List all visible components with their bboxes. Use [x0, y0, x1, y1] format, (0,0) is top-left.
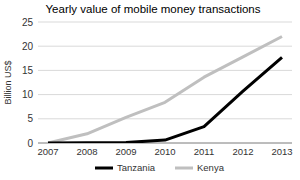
chart-title: Yearly value of mobile money transaction…	[46, 3, 261, 15]
x-tick-label: 2011	[194, 146, 214, 157]
grid-line	[38, 46, 292, 47]
legend-swatch	[175, 167, 193, 170]
plot-area	[48, 37, 282, 143]
x-tick-label: 2010	[154, 146, 175, 157]
grid-line	[38, 22, 292, 23]
y-axis-label: Billion US$	[3, 60, 13, 104]
x-tick-label: 2009	[115, 146, 136, 157]
y-tick-label: 0	[27, 138, 33, 149]
series-line	[48, 57, 282, 143]
legend-label: Tanzania	[117, 162, 156, 173]
grid-line	[38, 94, 292, 95]
legend-swatch	[95, 167, 113, 170]
y-tick-label: 15	[22, 65, 34, 76]
y-tick-label: 10	[22, 89, 34, 100]
chart-root: Yearly value of mobile money transaction…	[0, 0, 300, 180]
x-tick-label: 2008	[76, 146, 97, 157]
x-tick-label: 2013	[271, 146, 292, 157]
series-line	[48, 37, 282, 143]
y-tick-label: 25	[22, 17, 34, 28]
y-tick-label: 20	[22, 41, 34, 52]
x-tick-label: 2012	[232, 146, 253, 157]
legend-label: Kenya	[197, 162, 225, 173]
grid-line	[38, 118, 292, 119]
grid-line	[38, 70, 292, 71]
y-tick-label: 5	[27, 113, 33, 124]
x-tick-label: 2007	[37, 146, 58, 157]
chart-svg: Yearly value of mobile money transaction…	[0, 0, 300, 180]
